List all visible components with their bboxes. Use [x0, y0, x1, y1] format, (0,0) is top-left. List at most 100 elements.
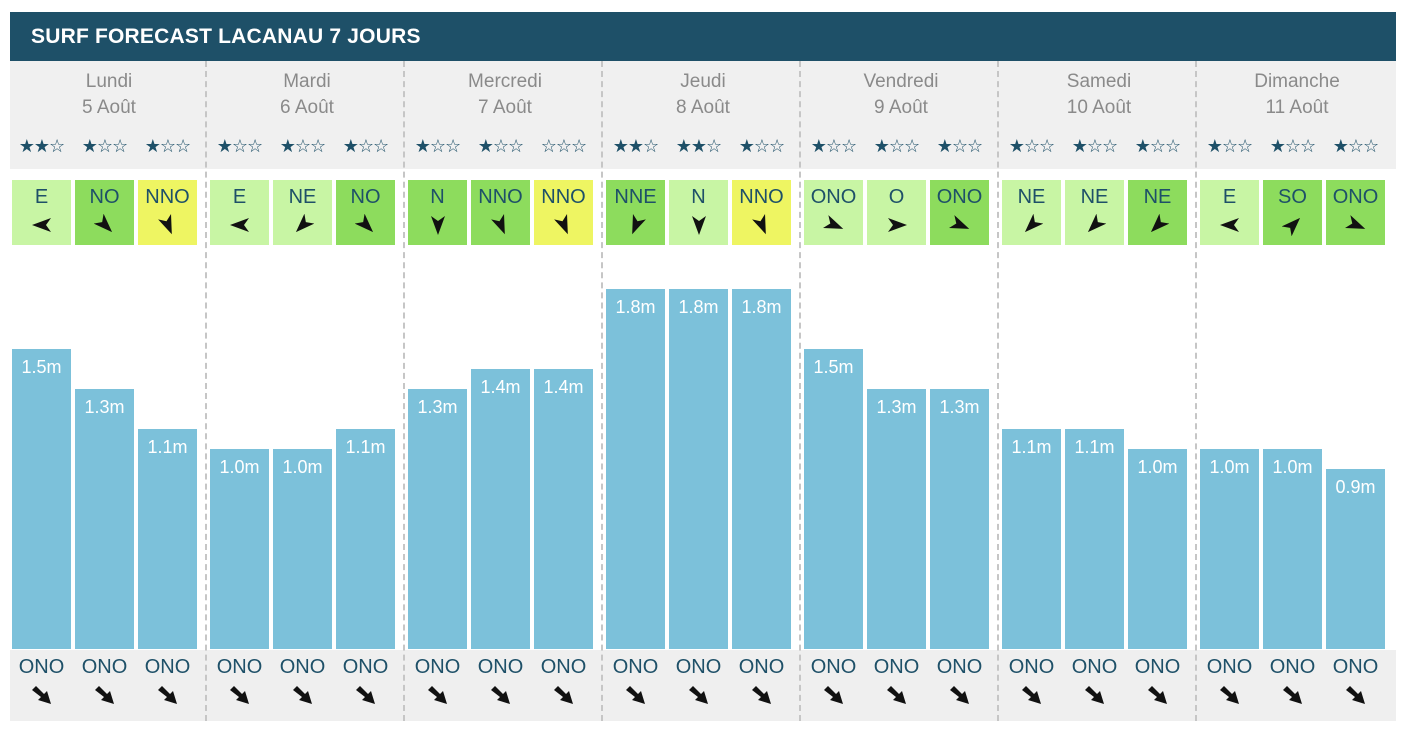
wave-height-bar: 1.0m [1128, 449, 1187, 649]
wind-cell: NNO [471, 180, 530, 245]
wind-arrow-wrap [292, 213, 315, 236]
wind-arrow-wrap [688, 214, 710, 236]
day-header-background [802, 61, 1000, 169]
swell-arrow-wrap [1020, 684, 1044, 706]
swell-direction-arrow-icon [1148, 686, 1167, 704]
forecast-grid: Lundi 5 Août ★★☆ E 1.5m ONO ★☆☆ NO 1.3m ONO ★☆☆ NNO… [10, 61, 1396, 721]
swell-direction-label: ONO [738, 656, 785, 678]
rating-stars: ★☆☆ [1206, 136, 1253, 156]
wind-direction-label: N [691, 186, 706, 208]
wind-direction-arrow-icon [32, 218, 51, 232]
swell-arrow-wrap [1218, 684, 1242, 706]
swell-direction-label: ONO [414, 656, 461, 678]
wind-cell: ONO [804, 180, 863, 245]
swell-direction-label: ONO [1008, 656, 1055, 678]
swell-cell: ONO [606, 650, 665, 721]
swell-cell: ONO [867, 650, 926, 721]
wave-height-bar: 1.1m [1002, 429, 1061, 649]
wind-arrow-wrap [1345, 214, 1367, 236]
wind-arrow-wrap [553, 214, 575, 236]
day-divider [1195, 61, 1197, 721]
swell-arrow-wrap [489, 684, 513, 706]
swell-arrow-wrap [354, 684, 378, 706]
wave-height-bar: 1.8m [732, 289, 791, 649]
swell-arrow-wrap [156, 684, 180, 706]
swell-direction-arrow-icon [752, 686, 771, 704]
wave-height-label: 1.1m [147, 437, 188, 457]
rating-stars: ★★☆ [18, 136, 65, 156]
wave-height-bar: 1.1m [1065, 429, 1124, 649]
swell-direction-label: ONO [1134, 656, 1181, 678]
swell-arrow-wrap [822, 684, 846, 706]
swell-arrow-wrap [1344, 684, 1368, 706]
day-date: 11 Août [1265, 97, 1329, 118]
swell-cell: ONO [138, 650, 197, 721]
wave-height-label: 1.8m [615, 297, 656, 317]
wind-direction-arrow-icon [823, 215, 844, 229]
wind-arrow-wrap [354, 213, 377, 236]
wave-height-label: 1.8m [741, 297, 782, 317]
wind-direction-arrow-icon [554, 214, 568, 235]
wind-direction-label: NE [1080, 186, 1109, 208]
swell-arrow-wrap [30, 684, 54, 706]
swell-arrow-wrap [93, 684, 117, 706]
swell-arrow-wrap [750, 684, 774, 706]
swell-direction-arrow-icon [356, 686, 375, 704]
swell-cell: ONO [732, 650, 791, 721]
wind-direction-arrow-icon [752, 214, 766, 235]
wind-direction-arrow-icon [491, 214, 505, 235]
swell-direction-label: ONO [1071, 656, 1118, 678]
swell-direction-arrow-icon [230, 686, 249, 704]
wind-arrow-wrap [93, 213, 116, 236]
swell-row-background [406, 650, 604, 721]
rating-stars: ★☆☆ [1332, 136, 1379, 156]
swell-cell: ONO [669, 650, 728, 721]
wind-direction-arrow-icon [158, 214, 172, 235]
swell-direction-arrow-icon [491, 686, 510, 704]
wind-direction-label: NO [89, 186, 120, 208]
rating-stars: ★☆☆ [1008, 136, 1055, 156]
rating-stars: ★☆☆ [144, 136, 191, 156]
swell-row-background [1000, 650, 1198, 721]
day-header-background [10, 61, 208, 169]
swell-direction-label: ONO [873, 656, 920, 678]
swell-arrow-wrap [552, 684, 576, 706]
wind-cell: E [210, 180, 269, 245]
wind-arrow-wrap [490, 214, 512, 236]
swell-arrow-wrap [228, 684, 252, 706]
swell-row-background [1198, 650, 1396, 721]
wind-direction-label: NNO [739, 186, 784, 208]
wave-height-bar: 1.0m [1263, 449, 1322, 649]
wind-cell: O [867, 180, 926, 245]
swell-direction-arrow-icon [824, 686, 843, 704]
swell-arrow-wrap [1281, 684, 1305, 706]
wave-height-bar: 1.3m [930, 389, 989, 649]
day-name: Dimanche [1254, 71, 1340, 92]
swell-direction-label: ONO [144, 656, 191, 678]
day-date: 8 Août [676, 97, 730, 118]
day-header-background [1198, 61, 1396, 169]
wind-cell: ONO [1326, 180, 1385, 245]
swell-direction-label: ONO [279, 656, 326, 678]
wind-direction-label: NE [1143, 186, 1172, 208]
rating-stars: ★☆☆ [810, 136, 857, 156]
swell-cell: ONO [804, 650, 863, 721]
day-name: Jeudi [680, 71, 726, 92]
day-column: Jeudi 8 Août ★★☆ NNE 1.8m ONO ★★☆ N 1.8m ONO ★☆☆ NN… [604, 61, 802, 721]
rating-stars: ☆☆☆ [540, 136, 587, 156]
wind-arrow-wrap [751, 214, 773, 236]
wind-cell: ONO [930, 180, 989, 245]
swell-arrow-wrap [624, 684, 648, 706]
wind-cell: NNO [732, 180, 791, 245]
wind-cell: N [669, 180, 728, 245]
forecast-title: SURF FORECAST LACANAU 7 JOURS [10, 12, 1396, 61]
wind-direction-arrow-icon [1087, 213, 1107, 233]
day-name: Lundi [85, 71, 133, 92]
swell-cell: ONO [336, 650, 395, 721]
wind-direction-arrow-icon [1024, 213, 1044, 233]
wave-height-label: 1.0m [1272, 457, 1313, 477]
day-column: Mercredi 7 Août ★☆☆ N 1.3m ONO ★☆☆ NNO 1.4m ONO ☆☆… [406, 61, 604, 721]
swell-cell: ONO [408, 650, 467, 721]
swell-direction-label: ONO [216, 656, 263, 678]
swell-direction-arrow-icon [1022, 686, 1041, 704]
